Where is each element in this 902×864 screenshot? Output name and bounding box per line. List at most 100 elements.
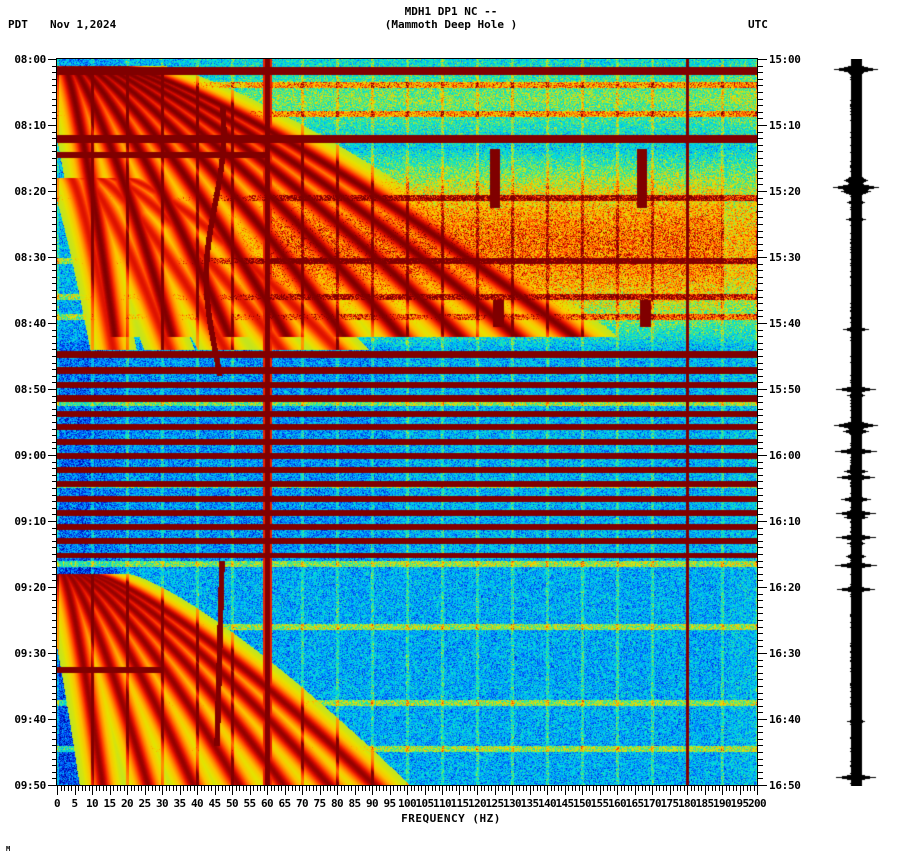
freq-tick-minor bbox=[124, 786, 125, 791]
freq-tick-major bbox=[372, 786, 373, 795]
time-tick-minor-left bbox=[52, 336, 57, 337]
freq-tick-minor bbox=[299, 786, 300, 791]
time-tick-minor-left bbox=[52, 462, 57, 463]
time-label-pdt: 09:40 bbox=[14, 713, 46, 726]
freq-tick-minor bbox=[204, 786, 205, 791]
time-tick-minor-left bbox=[52, 158, 57, 159]
spectrogram-plot[interactable] bbox=[57, 59, 757, 785]
freq-tick-minor bbox=[148, 786, 149, 791]
freq-tick-minor bbox=[120, 786, 121, 791]
time-tick-minor-right bbox=[758, 356, 763, 357]
freq-label: 125 bbox=[485, 797, 504, 810]
freq-tick-minor bbox=[222, 786, 223, 791]
freq-tick-minor bbox=[659, 786, 660, 791]
time-tick-minor-right bbox=[758, 600, 763, 601]
time-tick-minor-right bbox=[758, 679, 763, 680]
freq-tick-minor bbox=[376, 786, 377, 791]
time-tick-minor-left bbox=[52, 699, 57, 700]
freq-label: 85 bbox=[348, 797, 361, 810]
freq-tick-minor bbox=[698, 786, 699, 791]
freq-tick-minor bbox=[106, 786, 107, 791]
freq-tick-minor bbox=[428, 786, 429, 791]
time-tick-minor-right bbox=[758, 310, 763, 311]
time-tick-major-left bbox=[48, 455, 57, 456]
time-tick-major-left bbox=[48, 587, 57, 588]
freq-tick-minor bbox=[452, 786, 453, 791]
freq-tick-minor bbox=[152, 786, 153, 791]
time-tick-minor-left bbox=[52, 448, 57, 449]
time-tick-minor-left bbox=[52, 693, 57, 694]
time-tick-minor-left bbox=[52, 567, 57, 568]
freq-tick-minor bbox=[533, 786, 534, 791]
time-tick-minor-right bbox=[758, 627, 763, 628]
freq-label: 155 bbox=[590, 797, 609, 810]
time-tick-minor-right bbox=[758, 514, 763, 515]
time-tick-minor-left bbox=[52, 382, 57, 383]
freq-tick-minor bbox=[579, 786, 580, 791]
freq-tick-minor bbox=[568, 786, 569, 791]
freq-tick-minor bbox=[435, 786, 436, 791]
freq-tick-major bbox=[390, 786, 391, 795]
freq-label: 10 bbox=[85, 797, 99, 810]
time-tick-minor-right bbox=[758, 745, 763, 746]
freq-tick-minor bbox=[484, 786, 485, 791]
time-tick-minor-left bbox=[52, 118, 57, 119]
time-tick-major-left bbox=[48, 257, 57, 258]
freq-tick-minor bbox=[334, 786, 335, 791]
time-tick-minor-left bbox=[52, 138, 57, 139]
corner-mark: M bbox=[6, 845, 11, 853]
time-label-utc: 15:50 bbox=[769, 383, 801, 396]
freq-tick-major bbox=[617, 786, 618, 795]
freq-tick-minor bbox=[456, 786, 457, 791]
freq-tick-minor bbox=[631, 786, 632, 791]
freq-label: 105 bbox=[415, 797, 434, 810]
time-tick-minor-left bbox=[52, 561, 57, 562]
time-tick-minor-left bbox=[52, 541, 57, 542]
freq-tick-minor bbox=[201, 786, 202, 791]
freq-tick-minor bbox=[183, 786, 184, 791]
time-tick-minor-left bbox=[52, 244, 57, 245]
freq-tick-major bbox=[459, 786, 460, 795]
freq-tick-minor bbox=[467, 786, 468, 791]
time-tick-minor-right bbox=[758, 178, 763, 179]
freq-tick-major bbox=[355, 786, 356, 795]
time-tick-minor-right bbox=[758, 297, 763, 298]
time-tick-minor-left bbox=[52, 739, 57, 740]
freq-tick-major bbox=[180, 786, 181, 795]
time-tick-minor-right bbox=[758, 495, 763, 496]
time-tick-minor-right bbox=[758, 145, 763, 146]
freq-label: 120 bbox=[467, 797, 487, 810]
time-tick-minor-right bbox=[758, 270, 763, 271]
freq-tick-minor bbox=[327, 786, 328, 791]
time-tick-minor-right bbox=[758, 158, 763, 159]
freq-tick-minor bbox=[71, 786, 72, 791]
time-tick-minor-right bbox=[758, 184, 763, 185]
time-tick-minor-right bbox=[758, 112, 763, 113]
freq-tick-minor bbox=[540, 786, 541, 791]
time-label-pdt: 08:30 bbox=[14, 251, 46, 264]
freq-label: 95 bbox=[383, 797, 396, 810]
freq-tick-minor bbox=[386, 786, 387, 791]
freq-tick-minor bbox=[719, 786, 720, 791]
freq-tick-minor bbox=[701, 786, 702, 791]
time-tick-minor-right bbox=[758, 442, 763, 443]
freq-tick-major bbox=[670, 786, 671, 795]
freq-tick-minor bbox=[712, 786, 713, 791]
time-tick-minor-right bbox=[758, 250, 763, 251]
freq-tick-major bbox=[740, 786, 741, 795]
time-tick-minor-left bbox=[52, 501, 57, 502]
freq-tick-major bbox=[547, 786, 548, 795]
time-tick-minor-left bbox=[52, 488, 57, 489]
time-tick-minor-right bbox=[758, 138, 763, 139]
freq-tick-minor bbox=[155, 786, 156, 791]
time-tick-minor-left bbox=[52, 679, 57, 680]
freq-label: 200 bbox=[747, 797, 767, 810]
freq-label: 0 bbox=[53, 797, 61, 810]
freq-tick-minor bbox=[554, 786, 555, 791]
freq-tick-minor bbox=[446, 786, 447, 791]
timezone-label-right: UTC bbox=[748, 18, 768, 31]
spectrogram-canvas bbox=[57, 59, 757, 785]
time-tick-minor-left bbox=[52, 660, 57, 661]
freq-tick-minor bbox=[663, 786, 664, 791]
time-tick-minor-left bbox=[52, 145, 57, 146]
